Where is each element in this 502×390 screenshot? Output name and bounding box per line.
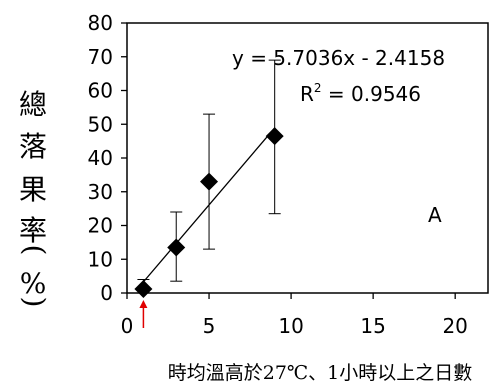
y-tick-label: 30 — [88, 180, 113, 204]
x-axis-label: 時均溫高於27℃、1小時以上之日數 — [168, 362, 473, 384]
x-ticks: 0 5 10 15 20 — [121, 293, 468, 338]
arrow-head — [139, 300, 148, 308]
y-tick-label: 80 — [88, 11, 113, 35]
data-point — [134, 279, 153, 298]
y-label-char: ( — [18, 245, 51, 256]
data-point — [167, 238, 186, 257]
y-tick-label: 60 — [88, 79, 113, 103]
y-label-char: 果 — [19, 173, 47, 206]
x-tick-label: 20 — [442, 314, 467, 338]
y-tick-label: 10 — [88, 247, 113, 271]
x-tick-label: 10 — [278, 314, 303, 338]
data-point — [200, 172, 219, 191]
x-tick-label: 5 — [203, 314, 216, 338]
y-tick-label: 70 — [88, 45, 113, 69]
y-ticks: 0 10 20 30 40 50 60 70 80 — [88, 11, 127, 305]
y-tick-label: 0 — [100, 281, 113, 305]
r-squared-value: = 0.9546 — [322, 82, 421, 106]
r-squared-prefix: R — [300, 82, 314, 106]
arrow-indicator — [139, 300, 148, 328]
data-points — [134, 127, 284, 298]
x-tick-label: 15 — [360, 314, 385, 338]
trendline — [139, 127, 276, 287]
y-tick-label: 20 — [88, 214, 113, 238]
panel-label: A — [428, 203, 442, 227]
y-label-char: 總 — [19, 88, 47, 121]
data-point — [265, 127, 284, 146]
y-tick-label: 40 — [88, 146, 113, 170]
plot-frame — [126, 22, 489, 294]
r-squared-label: R2 = 0.9546 — [300, 81, 421, 106]
y-label-char: 落 — [19, 130, 47, 163]
y-label-char: % — [20, 267, 47, 300]
y-tick-label: 50 — [88, 112, 113, 136]
r-squared-superscript: 2 — [314, 81, 322, 95]
y-label-char: ) — [18, 297, 51, 308]
y-label-char: 率 — [19, 214, 47, 247]
x-tick-label: 0 — [121, 314, 134, 338]
equation-label: y = 5.7036x - 2.4158 — [232, 46, 445, 70]
